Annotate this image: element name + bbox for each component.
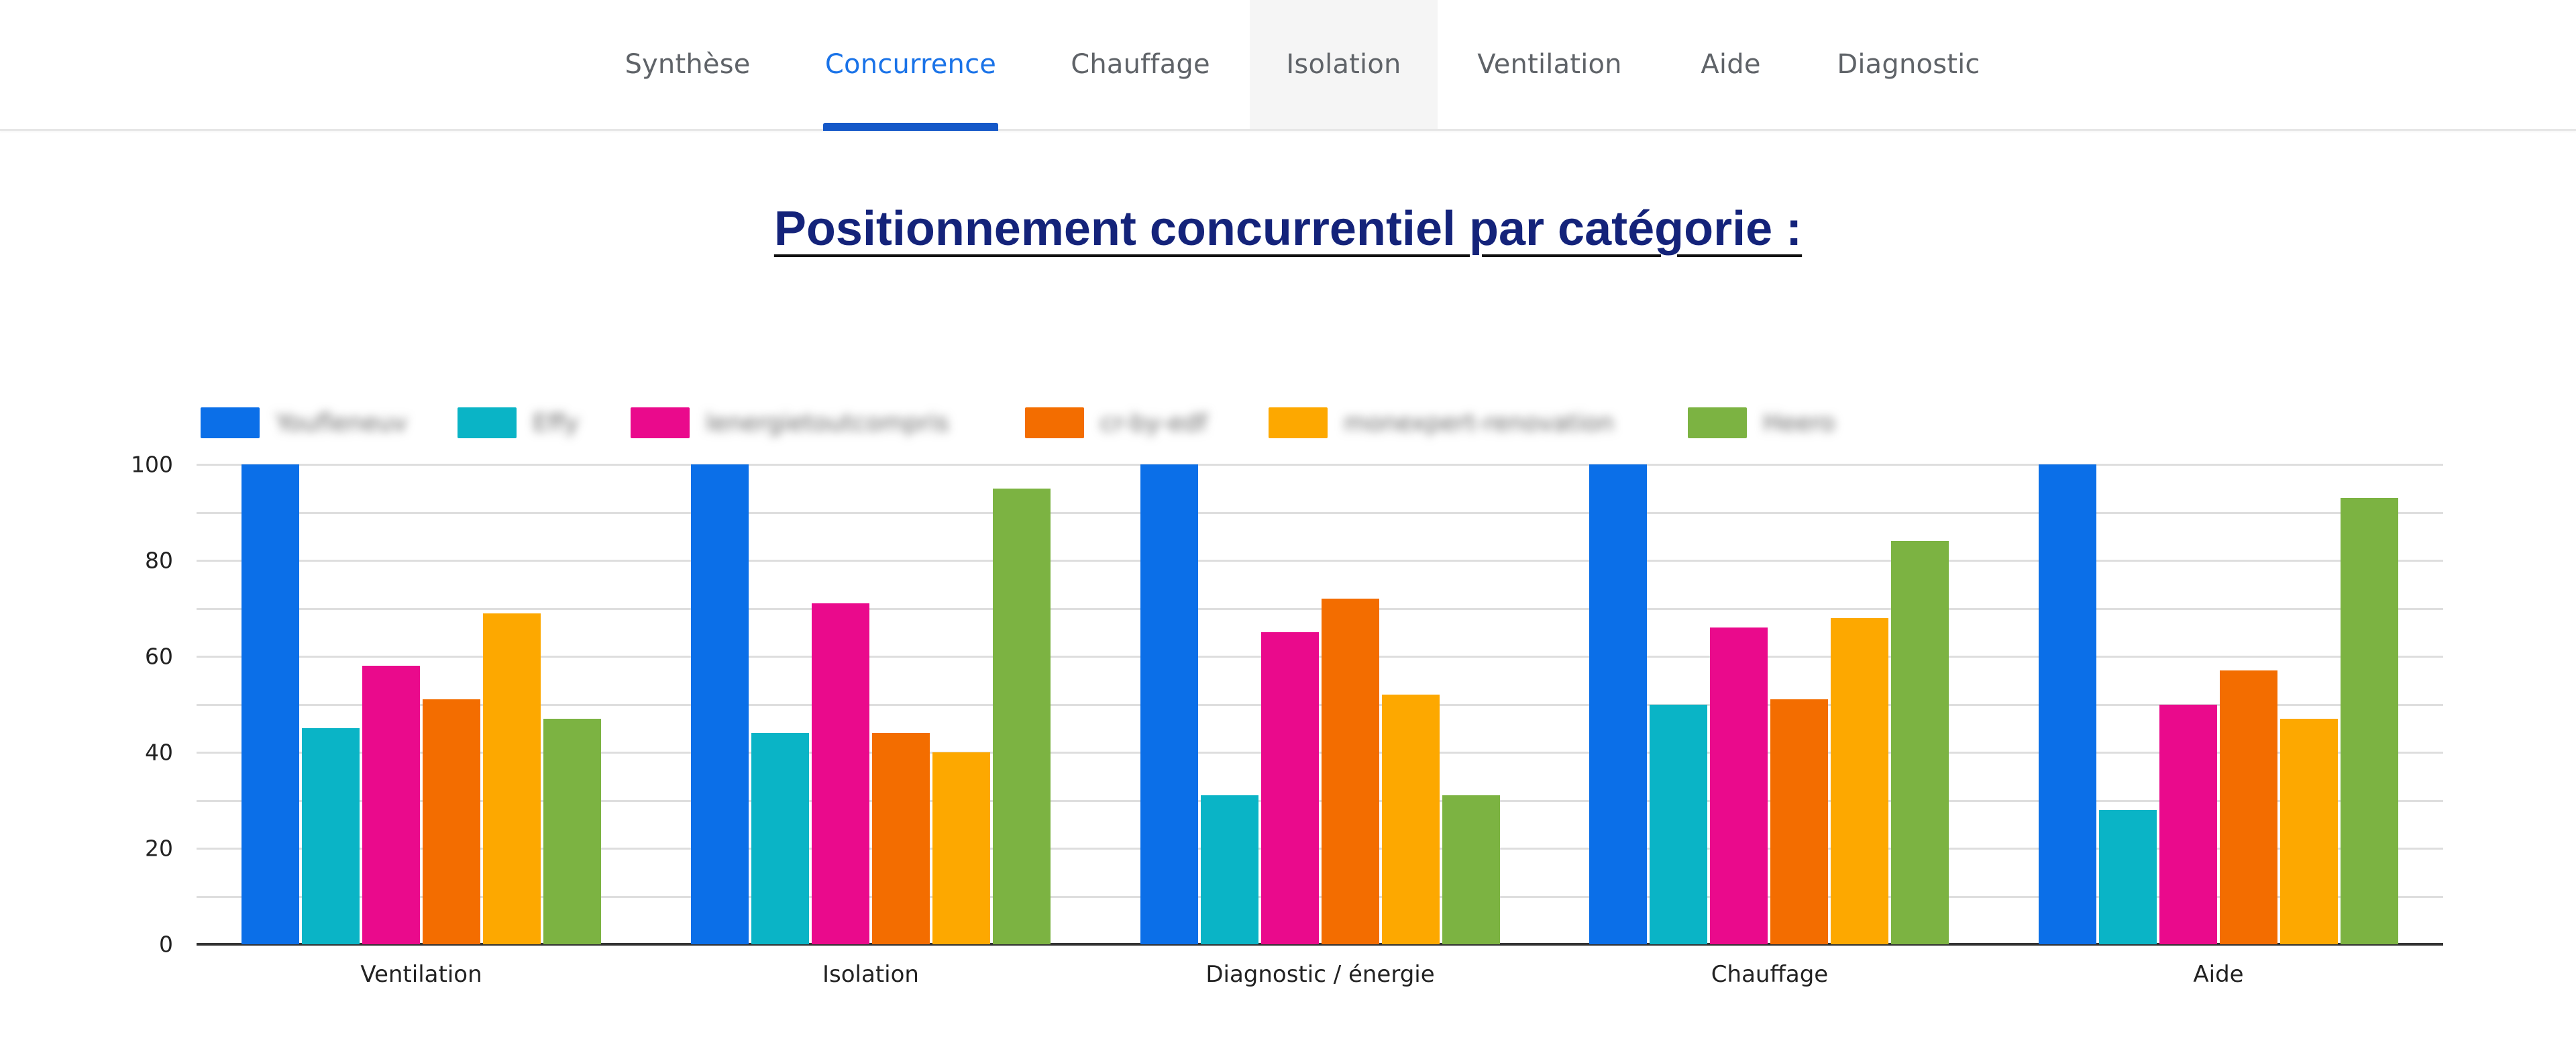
legend-label: monexpert-renovation: [1344, 409, 1614, 437]
page-title-text: Positionnement concurrentiel par catégor…: [773, 202, 1803, 256]
gridline: [197, 752, 2443, 754]
bar-group: [1589, 464, 1949, 944]
bar[interactable]: [2280, 718, 2339, 944]
bar[interactable]: [1442, 795, 1500, 944]
bar-group: [241, 464, 601, 944]
legend-swatch: [1269, 407, 1328, 438]
legend-swatch: [201, 407, 260, 438]
legend-swatch: [458, 407, 517, 438]
legend-label: Youfleneuv: [276, 409, 407, 437]
x-category-label: Isolation: [822, 961, 919, 988]
y-tick-label: 100: [131, 451, 173, 478]
bar[interactable]: [1710, 627, 1768, 944]
bar-chart-plot-area: [197, 464, 2443, 946]
bar[interactable]: [1260, 632, 1319, 944]
tab-label: Concurrence: [824, 49, 997, 80]
tab-label: Isolation: [1286, 49, 1401, 80]
bar[interactable]: [992, 488, 1051, 944]
y-tick-label: 60: [145, 643, 173, 670]
bar[interactable]: [2039, 464, 2097, 944]
tab-concurrence[interactable]: Concurrence: [823, 0, 998, 131]
bar[interactable]: [1321, 599, 1379, 944]
x-axis-baseline: [197, 943, 2443, 946]
bar[interactable]: [690, 464, 749, 944]
gridline: [197, 464, 2443, 466]
legend-swatch: [1688, 407, 1747, 438]
legend-label: cr-by-edf: [1100, 409, 1208, 437]
bar[interactable]: [1650, 704, 1708, 944]
tab-diagnostic[interactable]: Diagnostic: [1811, 0, 2006, 129]
legend-label: Effy: [533, 409, 579, 437]
y-tick-label: 80: [145, 547, 173, 574]
gridline: [197, 656, 2443, 658]
legend-item[interactable]: Effy: [458, 407, 579, 439]
bar[interactable]: [2341, 498, 2399, 944]
x-category-label: Diagnostic / énergie: [1205, 961, 1435, 988]
x-category-label: Chauffage: [1711, 961, 1829, 988]
bar[interactable]: [1770, 699, 1829, 944]
bar-group: [690, 464, 1051, 944]
y-tick-label: 20: [145, 835, 173, 862]
bar[interactable]: [2099, 809, 2157, 944]
legend-item[interactable]: Youfleneuv: [201, 407, 407, 439]
tab-chauffage[interactable]: Chauffage: [1050, 0, 1231, 129]
bar[interactable]: [2220, 670, 2278, 944]
tab-label: Diagnostic: [1837, 49, 1980, 80]
gridline: [197, 848, 2443, 850]
legend-item[interactable]: Heero: [1688, 407, 1835, 439]
bar[interactable]: [362, 666, 420, 944]
tab-isolation[interactable]: Isolation: [1250, 0, 1438, 129]
tab-bar: Synthèse Concurrence Chauffage Isolation…: [0, 0, 2576, 131]
legend-label: lenergietoutcompris: [706, 409, 949, 437]
bar[interactable]: [1589, 464, 1648, 944]
bar[interactable]: [871, 733, 930, 944]
bar[interactable]: [301, 728, 360, 944]
gridline: [197, 607, 2443, 610]
legend-swatch: [1025, 407, 1084, 438]
bar[interactable]: [1381, 695, 1440, 944]
legend-label: Heero: [1763, 409, 1835, 437]
gridline: [197, 895, 2443, 898]
legend-item[interactable]: cr-by-edf: [1025, 407, 1207, 439]
y-tick-label: 40: [145, 739, 173, 766]
bar[interactable]: [1140, 464, 1198, 944]
bar[interactable]: [932, 752, 990, 944]
tab-label: Synthèse: [625, 49, 751, 80]
bar[interactable]: [1831, 617, 1889, 944]
tab-aide[interactable]: Aide: [1677, 0, 1784, 129]
legend-item[interactable]: monexpert-renovation: [1269, 407, 1614, 439]
active-tab-indicator: [823, 123, 998, 131]
gridline: [197, 799, 2443, 802]
x-category-label: Aide: [2193, 961, 2244, 988]
tab-synthese[interactable]: Synthèse: [604, 0, 771, 129]
bar[interactable]: [241, 464, 299, 944]
bar[interactable]: [1891, 541, 1949, 944]
bar[interactable]: [543, 718, 601, 944]
tab-label: Aide: [1701, 49, 1761, 80]
page-title: Positionnement concurrentiel par catégor…: [0, 201, 2576, 256]
bar-group: [1140, 464, 1500, 944]
gridline: [197, 511, 2443, 514]
bar[interactable]: [751, 733, 809, 944]
y-tick-label: 0: [159, 931, 173, 958]
gridline: [197, 703, 2443, 706]
bar-group: [2039, 464, 2399, 944]
bar[interactable]: [422, 699, 480, 944]
gridline: [197, 560, 2443, 562]
bar[interactable]: [1200, 795, 1258, 944]
tab-label: Ventilation: [1477, 49, 1622, 80]
bar[interactable]: [482, 613, 541, 944]
tab-ventilation[interactable]: Ventilation: [1452, 0, 1647, 129]
legend-swatch: [631, 407, 690, 438]
bar[interactable]: [811, 603, 869, 944]
tab-label: Chauffage: [1071, 49, 1210, 80]
bar[interactable]: [2159, 704, 2218, 944]
legend-item[interactable]: lenergietoutcompris: [631, 407, 949, 439]
x-category-label: Ventilation: [360, 961, 482, 988]
